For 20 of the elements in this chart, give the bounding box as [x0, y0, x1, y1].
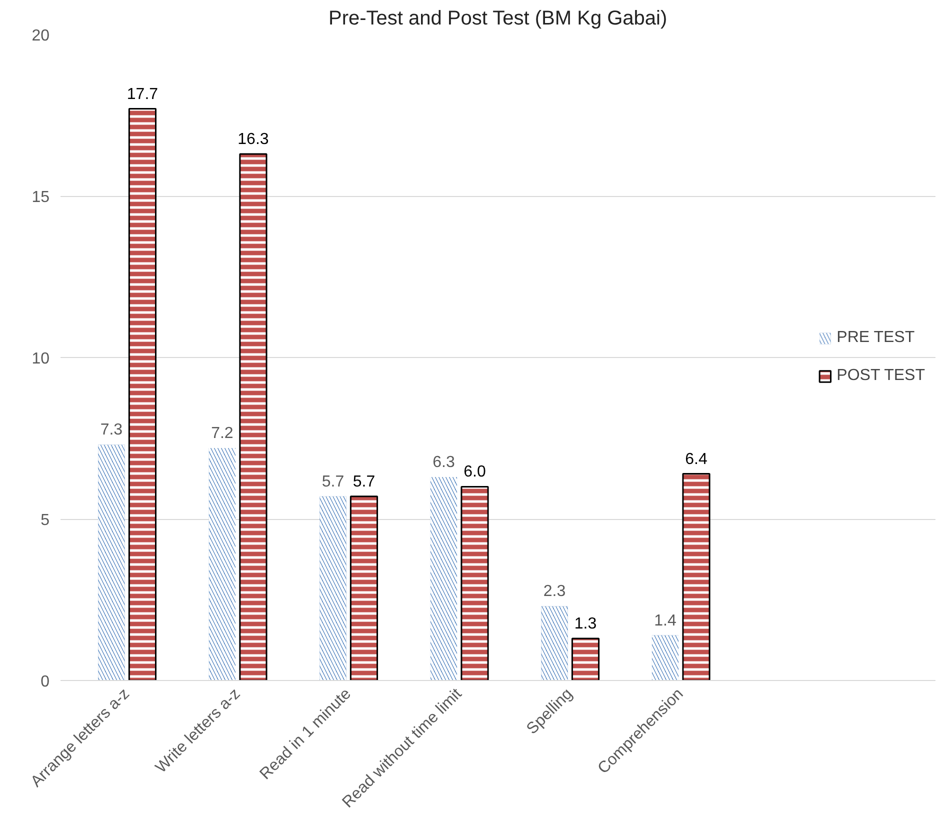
legend-label: POST TEST — [836, 367, 925, 385]
data-label: 7.2 — [211, 424, 234, 442]
data-label: 6.4 — [685, 450, 708, 468]
y-tick-label: 0 — [40, 674, 50, 690]
data-label: 6.3 — [432, 454, 455, 472]
y-tick-label: 10 — [32, 350, 50, 368]
y-tick-label: 5 — [40, 512, 50, 529]
data-label: 5.7 — [322, 473, 344, 490]
data-label: 1.3 — [574, 616, 597, 633]
chart-title: Pre-Test and Post Test (BM Kg Gabai) — [328, 8, 668, 30]
data-label: 17.7 — [126, 86, 158, 103]
data-label: 7.3 — [100, 422, 123, 439]
data-label: 2.3 — [543, 583, 566, 600]
data-label: 16.3 — [238, 131, 269, 148]
y-tick-label: 15 — [32, 189, 50, 206]
y-tick-label: 20 — [32, 28, 50, 44]
data-label: 1.4 — [654, 612, 676, 630]
data-label: 5.7 — [352, 473, 376, 490]
data-label: 6.0 — [464, 464, 486, 481]
legend-label: PRE TEST — [836, 329, 915, 347]
